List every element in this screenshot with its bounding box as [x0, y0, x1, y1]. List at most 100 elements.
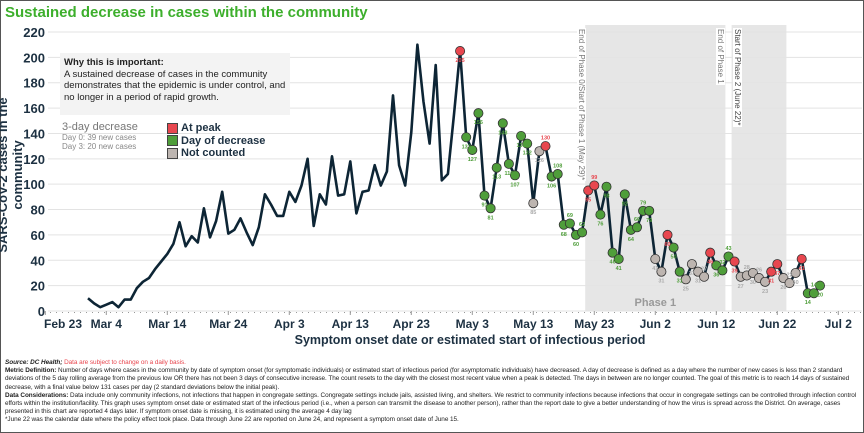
data-point-decrease — [479, 190, 490, 201]
data-label: 60 — [664, 242, 670, 248]
data-point-peak — [766, 266, 777, 277]
data-point-peak — [662, 229, 673, 240]
data-point-decrease — [552, 169, 563, 180]
legend-swatch — [167, 122, 178, 134]
data-label: 108 — [553, 164, 562, 170]
x-tick-label: Jul 2 — [825, 317, 853, 331]
data-label: 27 — [701, 266, 707, 272]
x-tick-label: Apr 3 — [274, 317, 305, 331]
data-label: 23 — [762, 289, 768, 295]
y-tick-label: 140 — [23, 126, 45, 141]
x-tick-label: Apr 23 — [393, 317, 431, 331]
x-tick-label: Jun 2 — [640, 317, 672, 331]
data-label: 30 — [750, 280, 756, 286]
data-point-decrease — [674, 266, 685, 277]
data-point-decrease — [601, 181, 612, 192]
data-label: 20 — [817, 293, 823, 299]
phase-band-label: Phase 1 — [635, 297, 677, 309]
data-point-decrease — [717, 265, 728, 276]
data-label: 66 — [634, 217, 640, 223]
data-label: 37 — [689, 271, 695, 277]
metric-text: Number of days where cases in the commun… — [5, 367, 850, 391]
data-label: 205 — [456, 58, 465, 64]
data-label: 41 — [652, 266, 658, 272]
x-tick-label: May 3 — [456, 317, 490, 331]
x-axis-label: Symptom onset date or estimated start of… — [294, 333, 646, 347]
data-label: 46 — [610, 260, 616, 266]
data-label: 32 — [719, 260, 725, 266]
x-tick-label: Mar 4 — [91, 317, 123, 331]
source-label: Source: DC Health; — [5, 359, 63, 366]
page-title: Sustained decrease in cases within the c… — [5, 4, 368, 21]
data-point-decrease — [644, 205, 655, 216]
data-point-decrease — [503, 158, 514, 169]
source-warning: Data are subject to change on a daily ba… — [64, 359, 186, 366]
phase1-end-annotation: End of Phase 1 — [716, 28, 725, 85]
legend-label: At peak — [181, 122, 221, 135]
data-label: 41 — [799, 266, 805, 272]
data-label: 98 — [603, 194, 609, 200]
y-tick-label: 40 — [31, 253, 45, 268]
data-label: 106 — [547, 184, 556, 190]
data-label: 30 — [793, 280, 799, 286]
data-point-not-counted — [699, 271, 710, 282]
data-point-not-counted — [790, 267, 801, 278]
data-point-peak — [796, 254, 807, 265]
data-point-peak — [729, 256, 740, 267]
data-point-not-counted — [656, 266, 667, 277]
data-point-decrease — [491, 162, 502, 173]
data-point-decrease — [607, 247, 618, 258]
data-label: 130 — [541, 136, 550, 142]
data-label: 14 — [811, 283, 818, 289]
info-box-body: A sustained decrease of cases in the com… — [64, 68, 286, 103]
data-point-decrease — [619, 189, 630, 200]
data-label: 62 — [579, 222, 585, 228]
x-tick-label: May 13 — [513, 317, 553, 331]
data-label: 99 — [591, 175, 597, 181]
data-label: 138 — [517, 143, 526, 149]
data-label: 43 — [725, 246, 731, 252]
data-label: 69 — [567, 213, 573, 219]
data-label: 28 — [744, 265, 750, 271]
data-label: 113 — [492, 175, 501, 181]
day3-text: Day 3: 20 new cases — [62, 142, 137, 151]
data-label: 31 — [695, 279, 701, 285]
day0-text: Day 0: 39 new cases — [62, 133, 137, 142]
data-label: 60 — [573, 242, 579, 248]
x-tick-label: May 23 — [574, 317, 614, 331]
legend-label: Day of decrease — [181, 134, 266, 147]
x-tick-label: Apr 13 — [332, 317, 370, 331]
data-point-decrease — [497, 118, 508, 129]
data-point-peak — [705, 247, 716, 258]
data-label: 85 — [530, 210, 536, 216]
info-box: Why this is important: A sustained decre… — [60, 53, 290, 115]
data-point-peak — [540, 141, 551, 152]
data-label: 39 — [732, 269, 738, 275]
data-label: 126 — [535, 158, 544, 164]
data-point-decrease — [473, 108, 484, 119]
legend-label: Not counted — [181, 147, 246, 160]
data-point-not-counted — [760, 276, 771, 287]
data-label: 64 — [628, 237, 635, 243]
data-point-decrease — [668, 242, 679, 253]
data-point-not-counted — [680, 274, 691, 285]
legend-swatch — [167, 147, 178, 159]
data-point-decrease — [564, 218, 575, 229]
data-considerations-text: Data include only community infections, … — [5, 391, 857, 416]
legend: At peak Day of decrease Not counted — [167, 122, 265, 160]
x-tick-label: Jun 22 — [758, 317, 796, 331]
y-axis-label: SARS-CoV-2 cases in the community — [0, 97, 25, 253]
data-point-decrease — [808, 288, 819, 299]
data-label: 137 — [462, 144, 471, 150]
data-label: 25 — [683, 286, 689, 292]
data-label: 79 — [646, 218, 652, 224]
data-point-decrease — [461, 132, 472, 143]
data-point-decrease — [522, 138, 533, 149]
data-label: 50 — [671, 255, 677, 261]
data-label: 41 — [616, 266, 622, 272]
data-label: 68 — [561, 232, 567, 238]
footnotes: Source: DC Health; Data are subject to c… — [5, 359, 857, 425]
y-tick-label: 100 — [23, 177, 45, 192]
data-label: 37 — [774, 271, 780, 277]
